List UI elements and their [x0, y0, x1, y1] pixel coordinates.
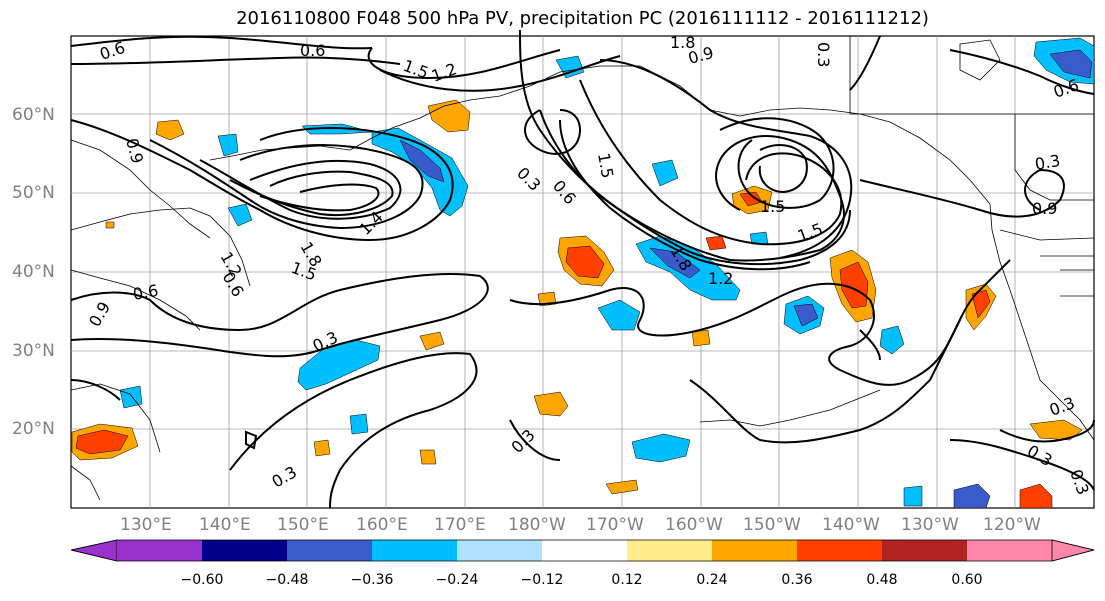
lon-label: 150°W [743, 515, 801, 535]
contour-label: 1.8 [670, 33, 695, 52]
contour-label: 1.5 [594, 151, 617, 179]
precip-negative-blob [793, 303, 819, 327]
colorbar-outline [70, 539, 1095, 562]
colorbar-over-triangle [1051, 539, 1095, 562]
precip-negative-blob [953, 483, 991, 509]
contour-label: 0.9 [1032, 199, 1057, 218]
colorbar-tick-label: −0.12 [520, 572, 564, 588]
contour-label: 1.5 [760, 197, 785, 216]
lon-label: 130°W [901, 515, 959, 535]
precip-negative-blob [349, 413, 369, 435]
lon-label: 150°E [277, 515, 329, 535]
lon-label: 160°W [665, 515, 723, 535]
lon-label: 130°E [120, 515, 172, 535]
colorbar-bin [542, 540, 627, 561]
precip-negative-blob [399, 139, 445, 183]
lon-label: 120°W [983, 515, 1041, 535]
pv-contours [70, 29, 1095, 509]
colorbar-tick-label: −0.60 [180, 572, 224, 588]
colorbar [70, 539, 1095, 562]
precip-positive-blob [705, 235, 727, 251]
colorbar-tick-label: 0.48 [866, 572, 898, 588]
contour-label: 0.3 [814, 42, 833, 67]
precip-negative-blob [597, 299, 641, 331]
contour-label: 0.3 [1033, 151, 1061, 174]
precip-negative-blob [227, 203, 253, 227]
precip-positive-blob [533, 391, 569, 417]
graticule [71, 36, 1094, 508]
colorbar-bin [117, 540, 202, 561]
colorbar-tick-label: −0.24 [435, 572, 479, 588]
chart-title: 2016110800 F048 500 hPa PV, precipitatio… [236, 8, 929, 29]
colorbar-bin [457, 540, 542, 561]
precip-positive-blob [839, 261, 869, 309]
precip-positive-blob [605, 479, 639, 495]
precip-positive-blob [1019, 483, 1053, 509]
colorbar-bin [712, 540, 797, 561]
colorbar-tick-label: −0.48 [265, 572, 309, 588]
lat-label: 60°N [12, 105, 55, 125]
colorbar-bin [882, 540, 967, 561]
lat-label: 30°N [12, 341, 55, 361]
precip-negative-blob [651, 159, 679, 187]
colorbar-under-triangle [70, 539, 118, 562]
colorbar-bin [967, 540, 1052, 561]
colorbar-bin [372, 540, 457, 561]
precip-positive-blob [565, 245, 605, 279]
contour-label: 0.6 [131, 281, 159, 304]
colorbar-tick-label: −0.36 [350, 572, 394, 588]
precip-positive-blob [691, 329, 711, 347]
precip-positive-blob [313, 439, 331, 457]
colorbar-bin [627, 540, 712, 561]
lat-label: 40°N [12, 262, 55, 282]
precip-negative-blob [649, 247, 701, 279]
precip-positive-blob [419, 331, 445, 351]
precip-positive-blob [419, 449, 437, 465]
precip-positive-blob [75, 429, 129, 455]
precip-negative-blob [631, 433, 691, 463]
colorbar-tick-label: 0.36 [781, 572, 813, 588]
precip-positive-blob [155, 119, 185, 141]
contour-label: 0.6 [300, 41, 325, 60]
colorbar-bin [287, 540, 372, 561]
colorbar-tick-label: 0.60 [951, 572, 983, 588]
precip-positive-blob [971, 289, 991, 319]
lon-label: 140°E [199, 515, 251, 535]
lon-label: 140°W [822, 515, 880, 535]
coastlines [70, 36, 1095, 501]
lon-label: 160°E [356, 515, 408, 535]
lon-label: 170°E [434, 515, 486, 535]
lat-label: 50°N [12, 183, 55, 203]
colorbar-bin [797, 540, 882, 561]
precip-positive-blob [105, 221, 115, 229]
precip-negative-blob [1049, 49, 1093, 79]
lon-label: 170°W [586, 515, 644, 535]
colorbar-tick-label: 0.24 [696, 572, 728, 588]
colorbar-bin [202, 540, 287, 561]
contour-label: 1.2 [708, 269, 733, 288]
precip-negative-blob [903, 485, 923, 507]
precip-negative-blob [217, 133, 239, 157]
precip-negative-blob [879, 325, 905, 355]
precip-positive-blob [427, 99, 471, 133]
lon-label: 180°W [508, 515, 566, 535]
lat-label: 20°N [12, 419, 55, 439]
colorbar-tick-label: 0.12 [611, 572, 643, 588]
